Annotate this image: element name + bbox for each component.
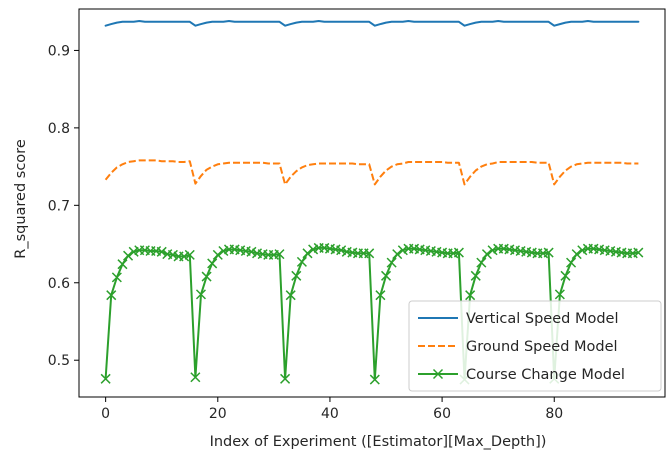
legend-label-3: Course Change Model <box>466 367 625 383</box>
data-point-marker <box>566 257 577 268</box>
data-point-marker <box>106 290 117 301</box>
data-point-marker <box>470 270 481 281</box>
data-point-marker <box>291 270 302 281</box>
data-point-marker <box>190 372 201 383</box>
data-point-marker <box>465 290 476 301</box>
y-tick-label: 0.6 <box>48 276 70 292</box>
series-line-3 <box>104 246 640 381</box>
data-point-marker <box>201 271 212 282</box>
data-point-marker <box>128 246 139 257</box>
data-point-marker <box>100 373 111 384</box>
axes-frame <box>78 8 666 398</box>
data-point-marker <box>184 249 195 260</box>
data-point-marker <box>487 245 498 256</box>
data-point-marker <box>554 289 565 300</box>
series-line-1 <box>104 20 640 27</box>
x-tick-label: 20 <box>209 406 227 422</box>
data-point-marker <box>369 374 380 385</box>
data-point-marker <box>397 245 408 256</box>
data-point-marker <box>167 249 178 260</box>
x-axis: 0 20 40 60 80 <box>101 397 563 422</box>
legend-box <box>408 300 662 392</box>
data-point-marker <box>246 246 257 257</box>
legend-label-1: Vertical Speed Model <box>466 311 618 327</box>
data-point-marker <box>195 289 206 300</box>
data-point-marker <box>117 259 128 270</box>
data-point-marker <box>364 248 375 259</box>
y-axis-label: R_squared score <box>13 139 29 259</box>
data-point-marker <box>392 249 403 260</box>
data-point-marker <box>336 245 347 256</box>
plot-area <box>78 8 666 398</box>
series-line-2 <box>104 159 639 186</box>
data-point-marker <box>380 270 392 281</box>
data-point-marker <box>207 258 218 269</box>
data-point-marker <box>156 246 167 257</box>
data-point-marker <box>302 248 313 259</box>
x-tick-label: 0 <box>101 406 110 422</box>
y-tick-label: 0.5 <box>48 353 70 369</box>
data-point-marker <box>453 247 464 258</box>
y-tick-label: 0.8 <box>48 121 70 137</box>
data-point-marker <box>560 270 571 281</box>
legend-marker <box>432 368 444 380</box>
data-point-marker <box>308 244 319 255</box>
data-point-marker <box>218 245 229 257</box>
y-axis: 0.5 0.6 0.7 0.8 0.9 <box>48 43 79 369</box>
data-point-marker <box>274 249 285 260</box>
data-point-marker <box>375 290 386 301</box>
data-point-marker <box>179 251 190 262</box>
legend: Vertical Speed Model Ground Speed Model Co… <box>408 300 662 392</box>
y-tick-label: 0.9 <box>48 43 70 59</box>
x-tick-label: 60 <box>433 406 451 422</box>
data-point-marker <box>111 272 122 283</box>
data-point-marker <box>285 290 296 301</box>
y-tick-label: 0.7 <box>48 198 70 214</box>
x-axis-label: Index of Experiment ([Estimator][Max_Dep… <box>210 434 547 450</box>
x-tick-label: 80 <box>545 406 563 422</box>
data-point-marker <box>481 249 492 260</box>
data-point-marker <box>386 257 397 268</box>
data-point-marker <box>577 245 588 256</box>
data-point-marker <box>571 249 582 260</box>
data-point-marker <box>543 247 554 258</box>
data-point-marker <box>280 373 291 384</box>
x-tick-label: 40 <box>321 406 339 422</box>
data-point-marker <box>476 257 487 268</box>
series-markers-3 <box>100 242 644 385</box>
data-point-marker <box>296 256 307 267</box>
data-point-marker <box>633 247 644 258</box>
data-point-marker <box>123 250 134 261</box>
data-point-marker <box>212 249 223 260</box>
legend-label-2: Ground Speed Model <box>466 339 618 355</box>
